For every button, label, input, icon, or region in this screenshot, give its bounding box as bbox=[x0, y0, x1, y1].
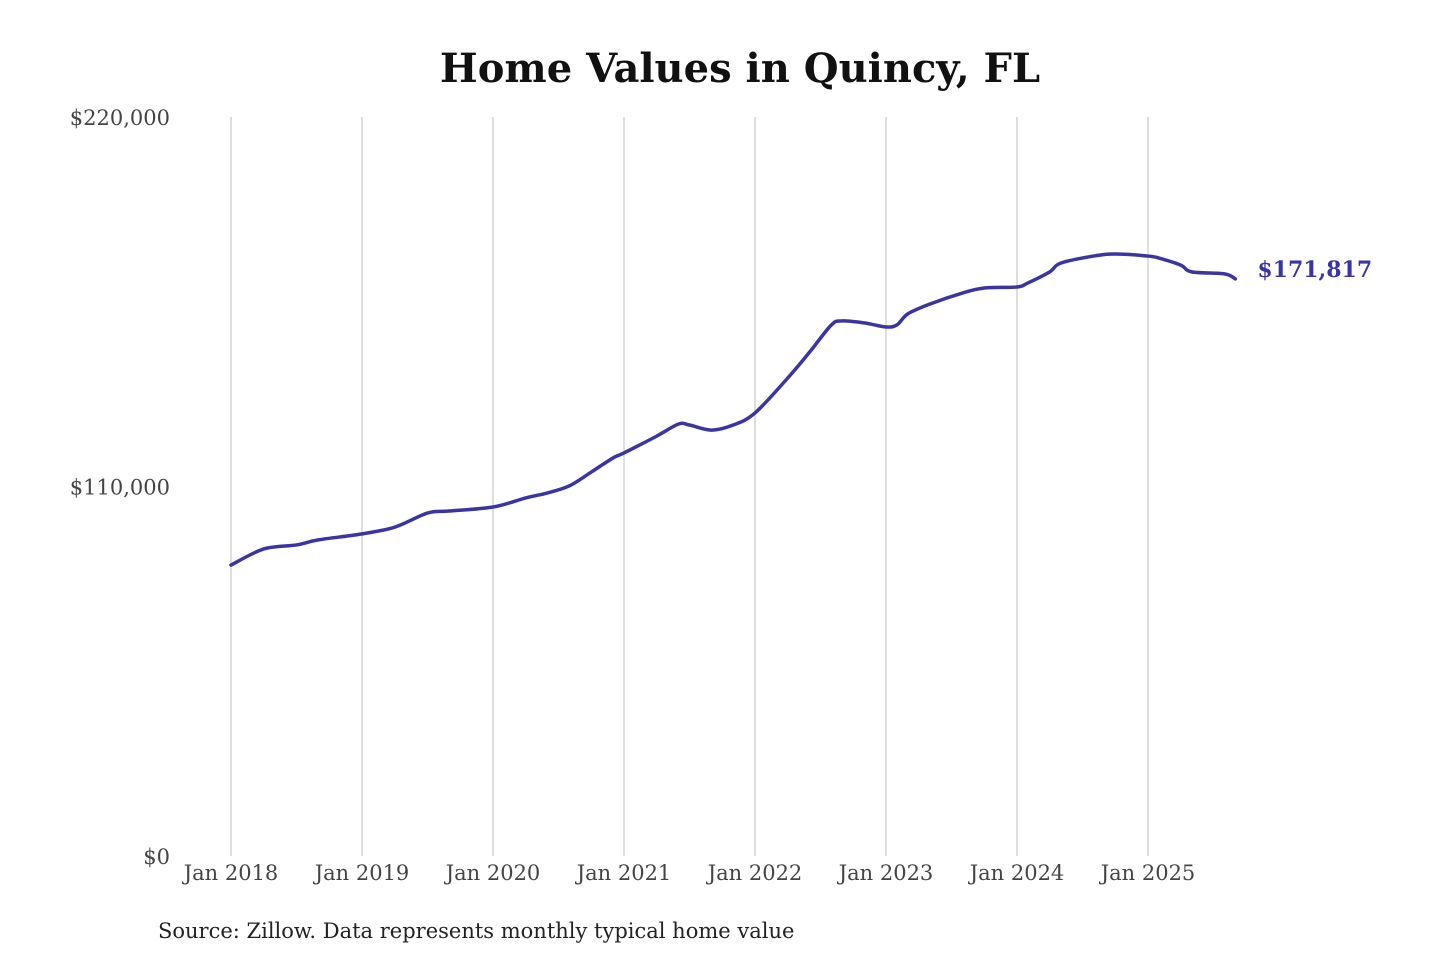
x-tick-label: Jan 2018 bbox=[182, 861, 279, 885]
x-tick-label: Jan 2023 bbox=[837, 861, 934, 885]
x-tick-label: Jan 2025 bbox=[1099, 861, 1196, 885]
x-tick-label: Jan 2024 bbox=[968, 861, 1065, 885]
x-tick-label: Jan 2020 bbox=[444, 861, 541, 885]
y-tick-label: $220,000 bbox=[70, 106, 170, 130]
x-tick-label: Jan 2021 bbox=[575, 861, 672, 885]
source-note: Source: Zillow. Data represents monthly … bbox=[158, 919, 794, 943]
series-line bbox=[229, 252, 1238, 567]
x-tick-label: Jan 2019 bbox=[313, 861, 410, 885]
chart-title: Home Values in Quincy, FL bbox=[440, 45, 1040, 92]
y-tick-label: $110,000 bbox=[70, 476, 170, 500]
x-tick-label: Jan 2022 bbox=[706, 861, 803, 885]
end-value-label: $171,817 bbox=[1257, 257, 1372, 283]
y-tick-label: $0 bbox=[143, 845, 170, 869]
